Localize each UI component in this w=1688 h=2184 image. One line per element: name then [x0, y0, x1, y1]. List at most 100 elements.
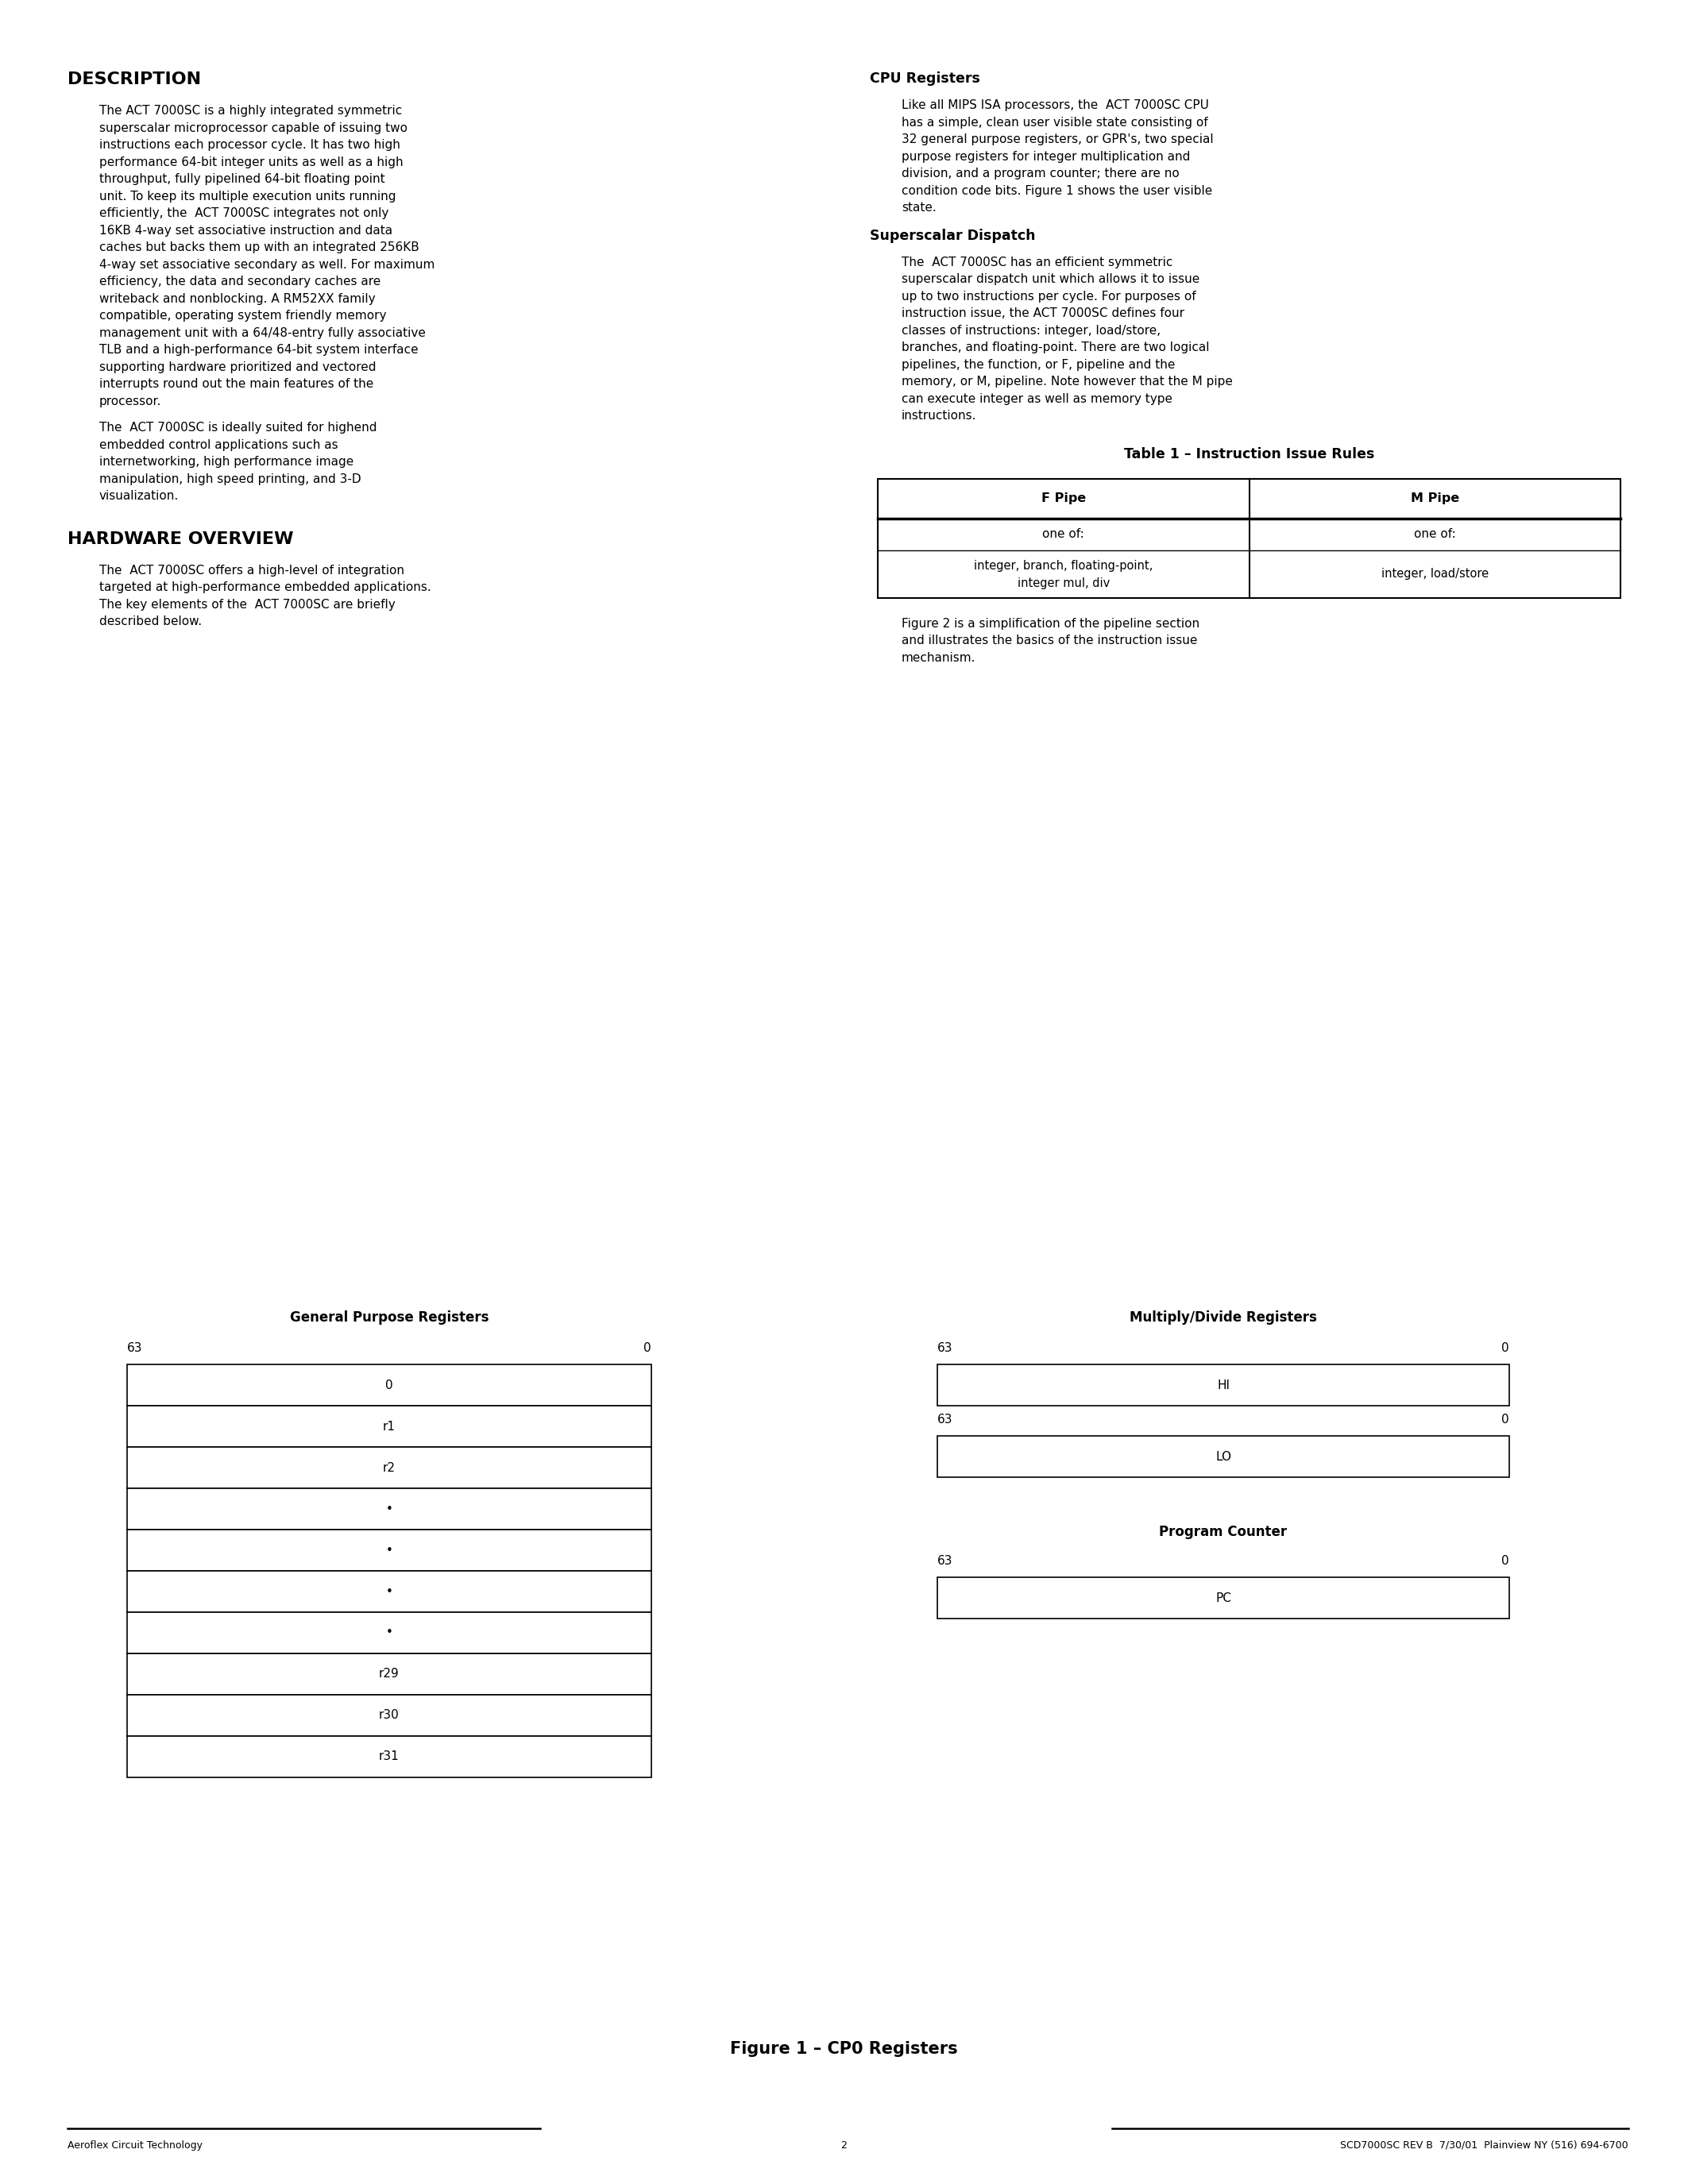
Text: Table 1 – Instruction Issue Rules: Table 1 – Instruction Issue Rules [1124, 448, 1374, 461]
Text: instructions each processor cycle. It has two high: instructions each processor cycle. It ha… [100, 140, 400, 151]
Text: division, and a program counter; there are no: division, and a program counter; there a… [901, 168, 1180, 179]
Text: The  ACT 7000SC is ideally suited for highend: The ACT 7000SC is ideally suited for hig… [100, 422, 376, 435]
Text: manipulation, high speed printing, and 3-D: manipulation, high speed printing, and 3… [100, 474, 361, 485]
Text: r30: r30 [380, 1710, 400, 1721]
Text: 63: 63 [937, 1413, 952, 1426]
Text: The  ACT 7000SC has an efficient symmetric: The ACT 7000SC has an efficient symmetri… [901, 256, 1173, 269]
Text: classes of instructions: integer, load/store,: classes of instructions: integer, load/s… [901, 325, 1161, 336]
Text: interrupts round out the main features of the: interrupts round out the main features o… [100, 378, 373, 391]
Text: Figure 1 – CP0 Registers: Figure 1 – CP0 Registers [731, 2042, 957, 2057]
Bar [127, 1487, 652, 1529]
Text: up to two instructions per cycle. For purposes of: up to two instructions per cycle. For pu… [901, 290, 1197, 301]
Text: HI: HI [1217, 1378, 1229, 1391]
Text: 0: 0 [1502, 1413, 1509, 1426]
Text: PC: PC [1215, 1592, 1231, 1603]
Bar [127, 1736, 652, 1778]
Text: integer, branch, floating-point,: integer, branch, floating-point, [974, 559, 1153, 572]
Text: unit. To keep its multiple execution units running: unit. To keep its multiple execution uni… [100, 190, 397, 203]
Text: 0: 0 [385, 1378, 393, 1391]
Bar [127, 1448, 652, 1487]
Text: mechanism.: mechanism. [901, 651, 976, 664]
Bar [937, 1577, 1509, 1618]
Text: caches but backs them up with an integrated 256KB: caches but backs them up with an integra… [100, 242, 419, 253]
Text: efficiency, the data and secondary caches are: efficiency, the data and secondary cache… [100, 275, 381, 288]
Text: processor.: processor. [100, 395, 162, 406]
Text: and illustrates the basics of the instruction issue: and illustrates the basics of the instru… [901, 636, 1197, 646]
Text: embedded control applications such as: embedded control applications such as [100, 439, 338, 450]
Text: compatible, operating system friendly memory: compatible, operating system friendly me… [100, 310, 387, 321]
Text: 63: 63 [937, 1343, 952, 1354]
Bar [127, 1406, 652, 1448]
Text: branches, and floating-point. There are two logical: branches, and floating-point. There are … [901, 341, 1209, 354]
Text: has a simple, clean user visible state consisting of: has a simple, clean user visible state c… [901, 116, 1209, 129]
Text: state.: state. [901, 201, 937, 214]
Text: Aeroflex Circuit Technology: Aeroflex Circuit Technology [68, 2140, 203, 2151]
Text: 32 general purpose registers, or GPR's, two special: 32 general purpose registers, or GPR's, … [901, 133, 1214, 146]
Bar [127, 1365, 652, 1406]
Bar [127, 1695, 652, 1736]
Text: 63: 63 [937, 1555, 952, 1566]
Text: throughput, fully pipelined 64-bit floating point: throughput, fully pipelined 64-bit float… [100, 173, 385, 186]
Text: integer mul, div: integer mul, div [1018, 577, 1109, 590]
Bar [937, 1435, 1509, 1476]
Text: r31: r31 [380, 1752, 400, 1762]
Bar [127, 1529, 652, 1570]
Bar [878, 478, 1620, 598]
Text: one of:: one of: [1415, 529, 1455, 539]
Text: instruction issue, the ACT 7000SC defines four: instruction issue, the ACT 7000SC define… [901, 308, 1185, 319]
Text: The  ACT 7000SC offers a high-level of integration: The ACT 7000SC offers a high-level of in… [100, 563, 405, 577]
Text: The ACT 7000SC is a highly integrated symmetric: The ACT 7000SC is a highly integrated sy… [100, 105, 402, 116]
Text: DESCRIPTION: DESCRIPTION [68, 72, 201, 87]
Text: 4-way set associative secondary as well. For maximum: 4-way set associative secondary as well.… [100, 258, 436, 271]
Bar [127, 1570, 652, 1612]
Text: superscalar microprocessor capable of issuing two: superscalar microprocessor capable of is… [100, 122, 407, 133]
Text: F Pipe: F Pipe [1041, 491, 1085, 505]
Text: HARDWARE OVERVIEW: HARDWARE OVERVIEW [68, 531, 294, 546]
Text: superscalar dispatch unit which allows it to issue: superscalar dispatch unit which allows i… [901, 273, 1200, 286]
Text: 16KB 4-way set associative instruction and data: 16KB 4-way set associative instruction a… [100, 225, 393, 236]
Text: •: • [385, 1503, 393, 1516]
Text: Superscalar Dispatch: Superscalar Dispatch [869, 229, 1035, 242]
Text: memory, or M, pipeline. Note however that the M pipe: memory, or M, pipeline. Note however tha… [901, 376, 1232, 387]
Text: targeted at high-performance embedded applications.: targeted at high-performance embedded ap… [100, 581, 430, 594]
Text: 0: 0 [1502, 1343, 1509, 1354]
Text: supporting hardware prioritized and vectored: supporting hardware prioritized and vect… [100, 360, 376, 373]
Text: can execute integer as well as memory type: can execute integer as well as memory ty… [901, 393, 1173, 404]
Text: •: • [385, 1544, 393, 1557]
Text: visualization.: visualization. [100, 489, 179, 502]
Text: 0: 0 [1502, 1555, 1509, 1566]
Text: integer, load/store: integer, load/store [1381, 568, 1489, 579]
Text: r1: r1 [383, 1420, 395, 1433]
Text: General Purpose Registers: General Purpose Registers [290, 1310, 490, 1326]
Text: The key elements of the  ACT 7000SC are briefly: The key elements of the ACT 7000SC are b… [100, 598, 395, 609]
Text: Figure 2 is a simplification of the pipeline section: Figure 2 is a simplification of the pipe… [901, 618, 1200, 629]
Text: •: • [385, 1627, 393, 1638]
Text: Program Counter: Program Counter [1160, 1524, 1288, 1540]
Text: Like all MIPS ISA processors, the  ACT 7000SC CPU: Like all MIPS ISA processors, the ACT 70… [901, 98, 1209, 111]
Text: management unit with a 64/48-entry fully associative: management unit with a 64/48-entry fully… [100, 328, 425, 339]
Text: instructions.: instructions. [901, 411, 977, 422]
Text: performance 64-bit integer units as well as a high: performance 64-bit integer units as well… [100, 155, 403, 168]
Bar [937, 1365, 1509, 1406]
Text: condition code bits. Figure 1 shows the user visible: condition code bits. Figure 1 shows the … [901, 186, 1212, 197]
Text: TLB and a high-performance 64-bit system interface: TLB and a high-performance 64-bit system… [100, 343, 419, 356]
Text: writeback and nonblocking. A RM52XX family: writeback and nonblocking. A RM52XX fami… [100, 293, 375, 304]
Text: 2: 2 [841, 2140, 847, 2151]
Text: SCD7000SC REV B  7/30/01  Plainview NY (516) 694-6700: SCD7000SC REV B 7/30/01 Plainview NY (51… [1340, 2140, 1629, 2151]
Text: CPU Registers: CPU Registers [869, 72, 981, 85]
Text: pipelines, the function, or F, pipeline and the: pipelines, the function, or F, pipeline … [901, 358, 1175, 371]
Text: purpose registers for integer multiplication and: purpose registers for integer multiplica… [901, 151, 1190, 162]
Text: 63: 63 [127, 1343, 142, 1354]
Text: •: • [385, 1586, 393, 1597]
Text: 0: 0 [643, 1343, 652, 1354]
Text: described below.: described below. [100, 616, 203, 627]
Text: LO: LO [1215, 1450, 1231, 1463]
Text: internetworking, high performance image: internetworking, high performance image [100, 456, 354, 467]
Text: Multiply/Divide Registers: Multiply/Divide Registers [1129, 1310, 1317, 1326]
Text: r2: r2 [383, 1461, 395, 1474]
Bar [127, 1612, 652, 1653]
Bar [127, 1653, 652, 1695]
Text: r29: r29 [380, 1669, 400, 1679]
Text: M Pipe: M Pipe [1411, 491, 1458, 505]
Text: one of:: one of: [1043, 529, 1084, 539]
